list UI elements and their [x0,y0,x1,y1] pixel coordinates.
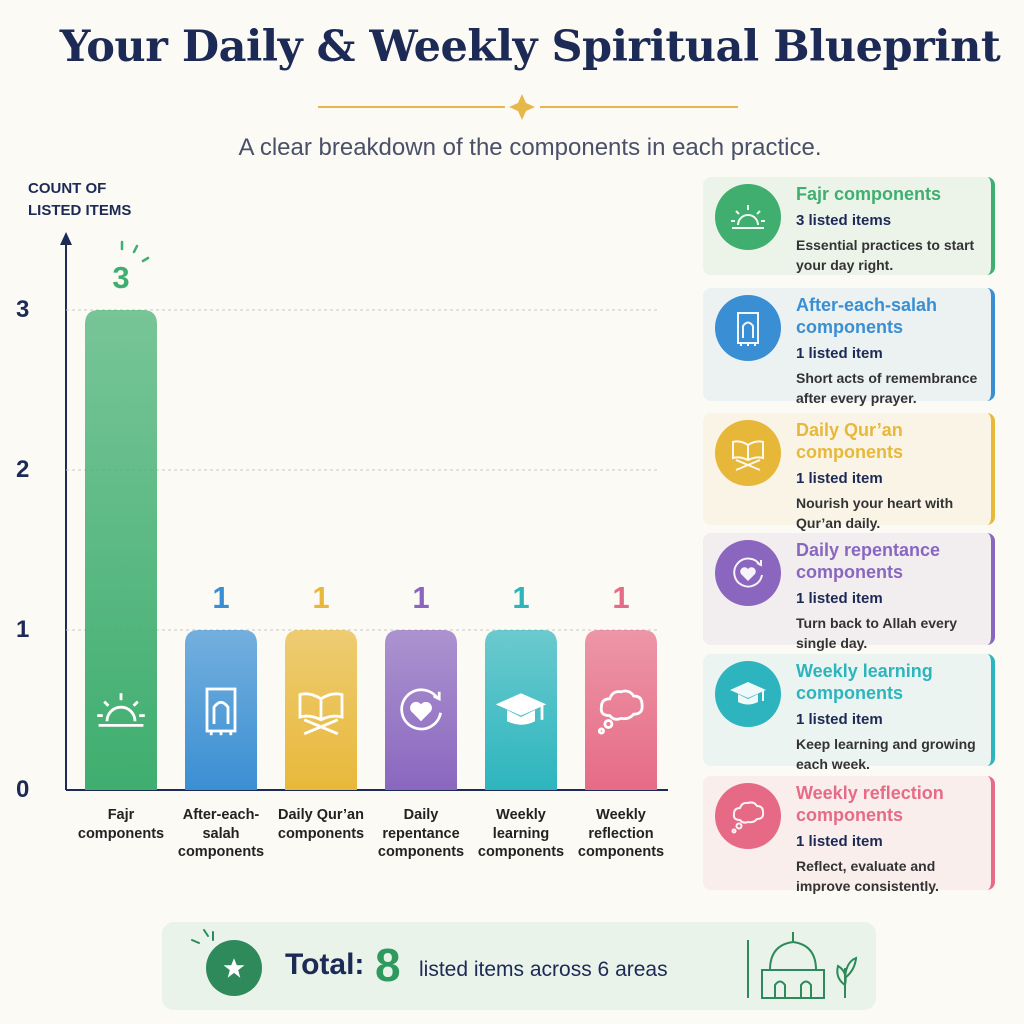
x-tick-label: Weekly reflection components [577,807,665,860]
card-count: 1 listed item [796,345,883,362]
card: Daily Qur’an components 1 listed item Nour… [703,413,995,531]
card-description: Essential practices to start your day ri… [796,237,975,273]
card-description: Reflect, evaluate and improve consistent… [796,858,939,894]
footer-box [162,922,876,1010]
y-tick-label: 0 [16,776,30,803]
y-tick-label: 2 [16,456,30,483]
card-title: Daily repentance components [796,540,941,582]
card: Weekly learning components 1 listed item K… [703,654,995,772]
card-text: Daily repentance components 1 listed item… [796,539,988,653]
x-tick-label: Weekly learning components [477,807,565,860]
bar [185,630,257,790]
card-description: Keep learning and growing each week. [796,736,976,772]
value-label: 1 [312,580,330,615]
card-text: Weekly reflection components 1 listed ite… [796,782,988,896]
card: Fajr components 3 listed items Essential p… [703,177,995,275]
card-count: 1 listed item [796,833,883,850]
card-description: Turn back to Allah every single day. [796,615,958,651]
card-text: Fajr components 3 listed items Essential p… [796,183,988,275]
divider-star [509,94,535,120]
card: Weekly reflection components 1 listed ite… [703,776,995,894]
bar [85,310,157,790]
card-title: Daily Qur’an components [796,420,904,462]
x-tick-label: After-each-salah components [177,807,265,860]
subtitle: A clear breakdown of the components in e… [238,134,822,161]
x-tick-label: Daily repentance components [377,807,465,860]
y-axis-label: COUNT OF LISTED ITEMS [28,180,132,219]
card-icon-bg [715,184,781,250]
y-tick-label: 3 [16,296,30,323]
card-text: Daily Qur’an components 1 listed item Nour… [796,419,988,533]
title: Your Daily & Weekly Spiritual Blueprint [59,22,1001,72]
card-description: Nourish your heart with Qur’an daily. [796,495,954,531]
value-label: 1 [212,580,230,615]
card-count: 1 listed item [796,711,883,728]
y-axis-arrow [60,232,72,245]
mosque-icon [761,932,858,999]
card-count: 1 listed item [796,590,883,607]
value-label: 1 [412,580,430,615]
x-tick-label: Fajr components [77,807,165,842]
card-icon-bg [715,295,781,361]
card-icon-bg [715,783,781,849]
bar [585,630,657,790]
y-tick-label: 1 [16,616,30,643]
card-title: Fajr components [796,184,942,204]
card: After-each-salah components 1 listed item… [703,288,995,406]
total-label: Total: [285,948,365,981]
card-count: 1 listed item [796,470,883,487]
x-tick-label: Daily Qur’an components [277,807,365,842]
card-count: 3 listed items [796,212,892,229]
value-label: 1 [512,580,530,615]
card-title: Weekly learning components [796,661,933,703]
card-text: After-each-salah components 1 listed item… [796,294,988,408]
card-text: Weekly learning components 1 listed item K… [796,660,988,774]
total-text: listed items across 6 areas [419,958,668,981]
sparkle [120,240,150,263]
card: Daily repentance components 1 listed item… [703,533,995,651]
card-description: Short acts of remembrance after every pr… [796,370,978,406]
card-title: After-each-salah components [796,295,938,337]
value-label: 1 [612,580,630,615]
card-title: Weekly reflection components [796,783,944,825]
sparkle [191,929,214,944]
value-label: 3 [112,260,130,295]
total-value: 8 [375,939,401,991]
